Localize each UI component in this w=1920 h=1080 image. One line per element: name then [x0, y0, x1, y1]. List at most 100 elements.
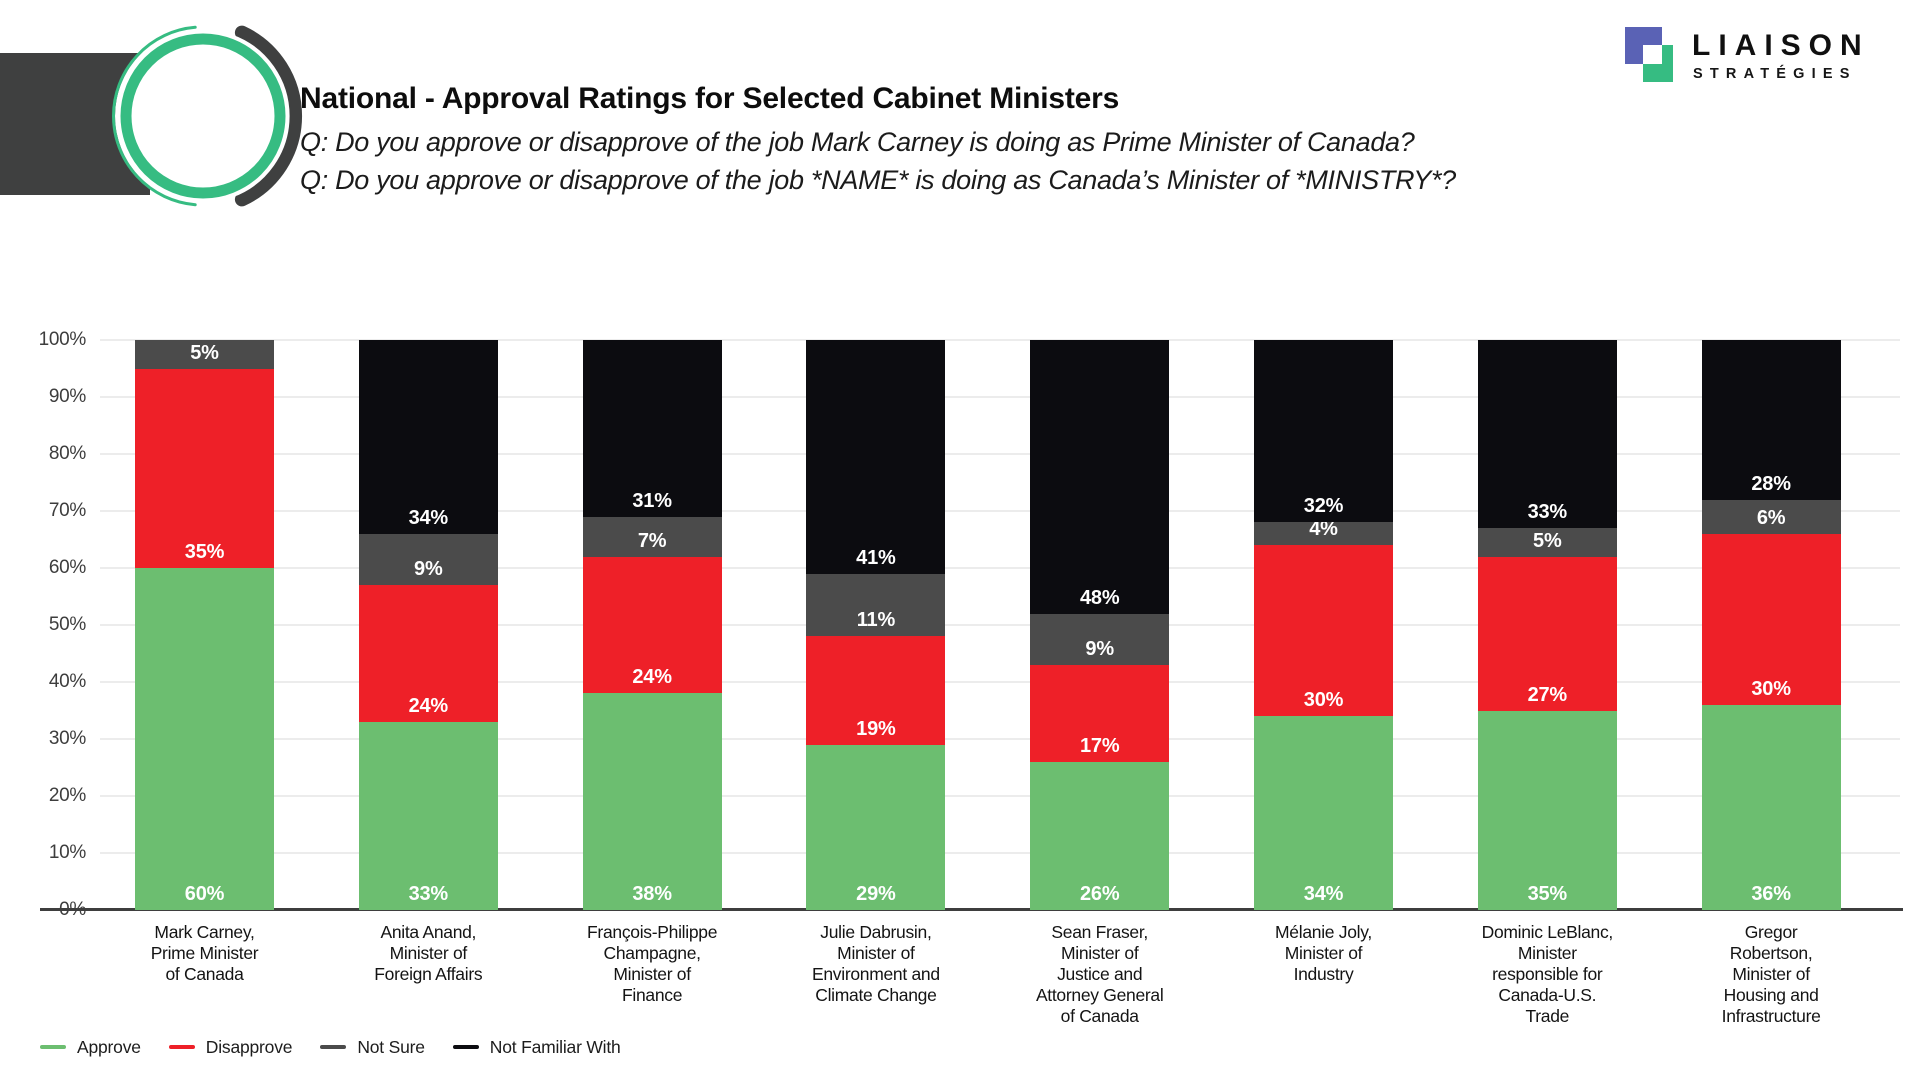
- legend-label: Not Sure: [357, 1036, 425, 1057]
- bar-segment-not-familiar-with: 34%: [358, 340, 498, 534]
- legend-item-approve: Approve: [40, 1037, 141, 1058]
- bar-segment-disapprove: 19%: [806, 636, 946, 745]
- legend-item-disapprove: Disapprove: [168, 1036, 293, 1058]
- gridline: [100, 624, 1900, 626]
- legend-label: Disapprove: [205, 1036, 293, 1057]
- bar-segment-not-familiar-with: 32%: [1254, 340, 1393, 523]
- y-tick-label: 90%: [48, 386, 86, 407]
- plot-area: 60% 35% 5% 33% 24% 9% 34% 38% 24% 7% 31% 29% 19% 11% 4…: [100, 339, 1900, 910]
- x-category-label: Gregor Robertson, Minister of Housing an…: [1721, 922, 1821, 1026]
- survey-question-1: Q: Do you approve or disapprove of the j…: [300, 127, 1415, 157]
- y-tick-label: 60%: [48, 557, 86, 578]
- chart-legend: Approve Disapprove Not Sure Not Familiar Wi…: [40, 1036, 621, 1058]
- y-tick-label: 50%: [48, 614, 86, 635]
- segment-value-label: 33%: [408, 883, 449, 905]
- segment-value-label: 27%: [1527, 683, 1568, 706]
- gridline: [100, 396, 1900, 398]
- bar-segment-disapprove: 30%: [1701, 533, 1841, 705]
- y-tick-label: 70%: [48, 500, 86, 521]
- legend-label: Approve: [77, 1036, 141, 1057]
- x-category-label: Sean Fraser, Minister of Justice and Att…: [1035, 922, 1164, 1026]
- segment-value-label: 33%: [1527, 501, 1568, 524]
- bar-segment-disapprove: 27%: [1477, 556, 1617, 711]
- bar-segment-not-sure: 9%: [358, 533, 498, 586]
- bar-segment-not-sure: 11%: [806, 573, 946, 637]
- segment-value-label: 41%: [856, 546, 896, 569]
- x-category-label: Dominic LeBlanc, Minister responsible fo…: [1481, 922, 1614, 1026]
- segment-value-label: 30%: [1303, 689, 1344, 712]
- bar-segment-approve: 38%: [582, 693, 722, 910]
- y-tick-label: 80%: [48, 443, 86, 464]
- segment-value-label: 9%: [1085, 637, 1114, 660]
- gridline: [100, 510, 1900, 512]
- legend-label: Not Familiar With: [489, 1036, 621, 1057]
- bar-segment-not-familiar-with: 33%: [1477, 340, 1617, 529]
- bar-segment-approve: 35%: [1477, 710, 1617, 910]
- x-axis-line: [40, 908, 1903, 911]
- segment-value-label: 29%: [856, 883, 896, 905]
- liaison-logo-icon: [1625, 27, 1673, 82]
- segment-value-label: 19%: [856, 717, 896, 740]
- segment-value-label: 31%: [632, 489, 672, 512]
- gridline: [100, 453, 1900, 455]
- bar-segment-not-familiar-with: 28%: [1701, 340, 1841, 500]
- bar-segment-not-sure: 9%: [1030, 613, 1170, 665]
- y-tick-label: 10%: [48, 842, 86, 863]
- bar-segment-approve: 36%: [1701, 704, 1841, 910]
- segment-value-label: 36%: [1751, 883, 1791, 905]
- bar-segment-disapprove: 35%: [135, 368, 274, 568]
- bar-segment-not-familiar-with: 48%: [1030, 340, 1170, 614]
- segment-value-label: 34%: [1303, 883, 1344, 905]
- x-category-label: Mélanie Joly, Minister of Industry: [1275, 922, 1372, 984]
- segment-value-label: 24%: [632, 666, 672, 689]
- bar-segment-not-sure: 4%: [1254, 518, 1393, 546]
- x-category-label: Mark Carney, Prime Minister of Canada: [150, 922, 259, 984]
- circle-logo-icon: [112, 25, 302, 207]
- segment-value-label: 38%: [632, 883, 672, 905]
- y-tick-label: 100%: [38, 329, 87, 350]
- legend-swatch: [168, 1045, 195, 1049]
- page-title: National - Approval Ratings for Selected…: [300, 82, 1120, 115]
- bar-segment-not-sure: 6%: [1701, 499, 1841, 534]
- y-tick-label: 20%: [48, 785, 86, 806]
- segment-value-label: 4%: [1309, 518, 1338, 541]
- y-tick-label: 30%: [48, 728, 86, 749]
- segment-value-label: 34%: [408, 506, 449, 529]
- gridline: [100, 567, 1900, 569]
- segment-value-label: 30%: [1751, 677, 1791, 700]
- brand-tagline: STRATÉGIES: [1693, 66, 1857, 82]
- bar-segment-approve: 26%: [1030, 761, 1170, 910]
- legend-swatch: [320, 1045, 347, 1049]
- x-category-label: François-Philippe Champagne, Minister of…: [587, 922, 718, 1005]
- brand-name: LIAISON: [1692, 29, 1870, 62]
- gridline: [100, 738, 1900, 740]
- bar-segment-disapprove: 24%: [582, 556, 722, 694]
- y-axis: 100% 90% 80% 70% 60% 50% 40% 30% 20% 10% 0%: [0, 329, 92, 920]
- gridline: [100, 339, 1900, 341]
- bar-segment-disapprove: 30%: [1254, 545, 1393, 717]
- legend-swatch: [452, 1045, 479, 1049]
- segment-value-label: 26%: [1079, 883, 1120, 905]
- legend-swatch: [40, 1045, 66, 1049]
- bar-segment-approve: 29%: [806, 744, 946, 910]
- legend-item-not-familiar-with: Not Familiar With: [452, 1036, 621, 1058]
- segment-value-label: 32%: [1303, 495, 1344, 518]
- bar-segment-not-sure: 5%: [1477, 528, 1617, 557]
- segment-value-label: 48%: [1079, 586, 1120, 609]
- legend-item-not-sure: Not Sure: [320, 1036, 425, 1058]
- gridline: [100, 681, 1900, 683]
- segment-value-label: 28%: [1751, 472, 1791, 495]
- bar-segment-not-sure: 5%: [135, 340, 274, 369]
- bar-segment-not-familiar-with: 41%: [806, 340, 946, 574]
- segment-value-label: 35%: [1527, 883, 1568, 905]
- gridline: [100, 795, 1900, 797]
- x-category-label: Julie Dabrusin, Minister of Environment …: [811, 922, 940, 1005]
- segment-value-label: 11%: [856, 609, 896, 632]
- bar-segment-approve: 33%: [358, 721, 498, 910]
- x-axis-labels: Mark Carney, Prime Minister of Canada Ani…: [100, 922, 1900, 1037]
- segment-value-label: 35%: [184, 541, 225, 563]
- bar-segment-disapprove: 24%: [358, 585, 498, 722]
- segment-value-label: 17%: [1079, 734, 1120, 757]
- segment-value-label: 24%: [408, 694, 449, 717]
